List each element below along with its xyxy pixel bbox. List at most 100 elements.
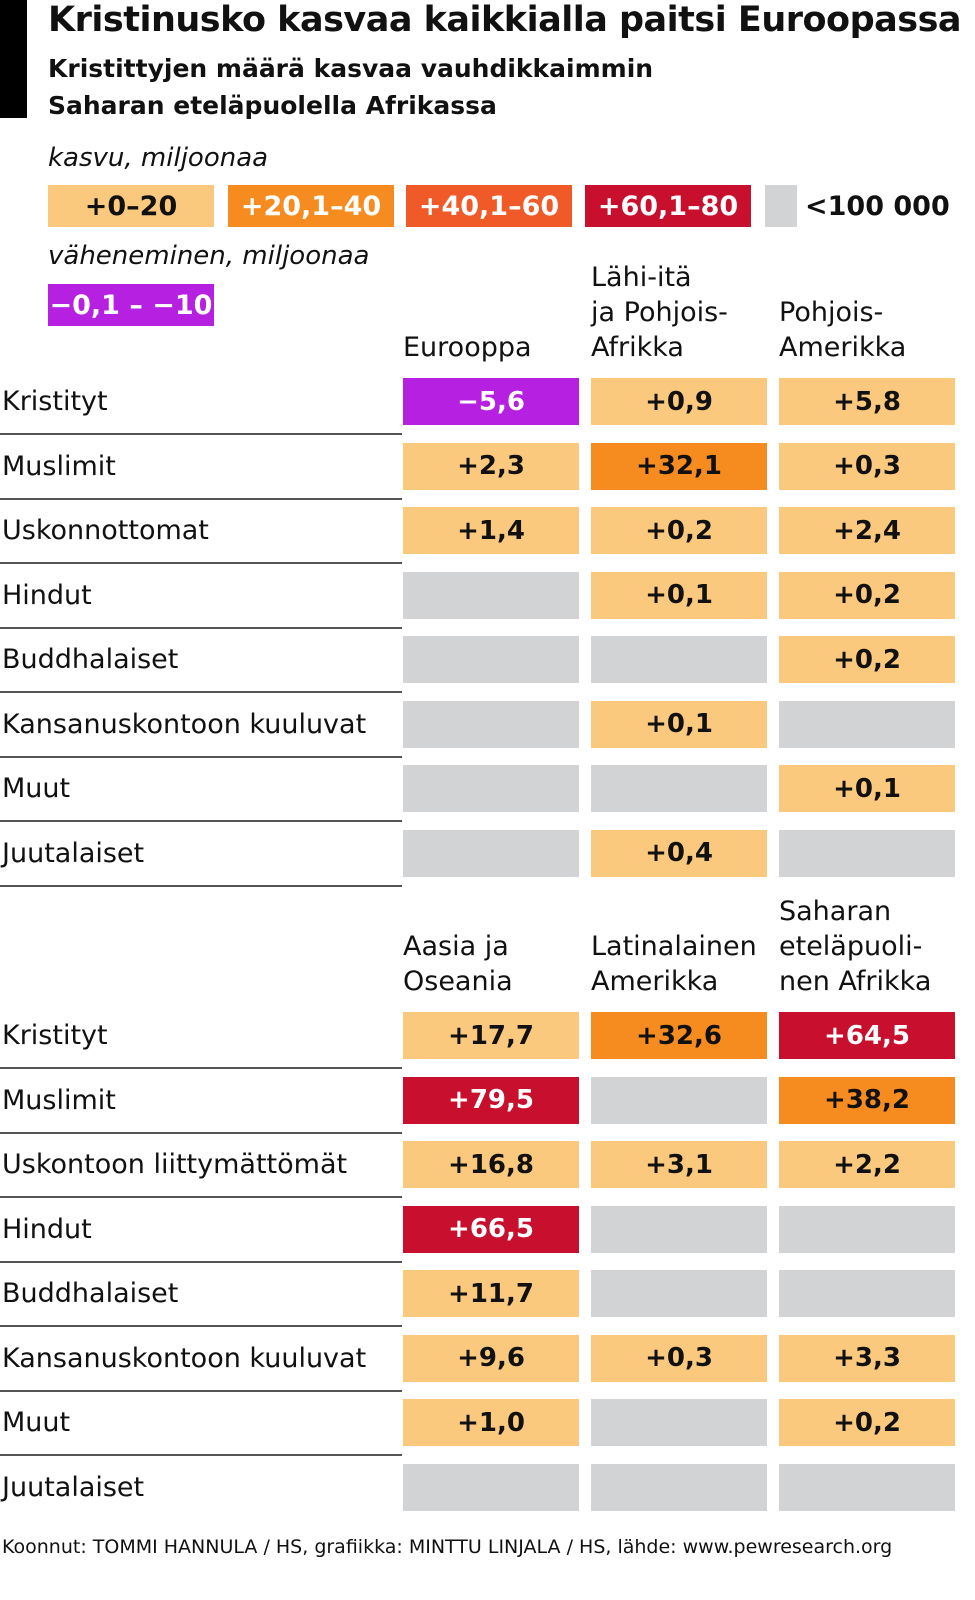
cell: +0,2 bbox=[779, 571, 955, 619]
column-header: Amerikka bbox=[591, 966, 719, 997]
cell bbox=[591, 1270, 767, 1317]
row-separator bbox=[0, 497, 402, 500]
column-header: ja Pohjois- bbox=[591, 297, 728, 328]
row-separator bbox=[0, 820, 402, 822]
column-header: Latinalainen bbox=[591, 931, 757, 962]
row-label: Uskonnottomat bbox=[2, 515, 209, 546]
cell bbox=[591, 1463, 767, 1511]
cell: +0,2 bbox=[779, 636, 955, 683]
cell: +1,0 bbox=[403, 1399, 579, 1446]
cell bbox=[591, 1399, 767, 1446]
legend-label: väheneminen, miljoonaa bbox=[48, 241, 370, 271]
row-separator bbox=[0, 755, 402, 758]
row-label: Kansanuskontoon kuuluvat bbox=[2, 1342, 367, 1374]
footer: Koonnut: TOMMI HANNULA / HS, grafiikka: … bbox=[2, 1536, 893, 1558]
row-label: Hindut bbox=[2, 1213, 92, 1245]
row-separator bbox=[0, 1196, 402, 1198]
row-label: Muut bbox=[2, 1407, 71, 1438]
row-separator bbox=[0, 626, 402, 629]
cell bbox=[403, 571, 579, 619]
cell bbox=[779, 1205, 955, 1253]
legend-label: <100 000 bbox=[805, 190, 950, 222]
cell: +0,3 bbox=[779, 442, 955, 490]
cell: +0,2 bbox=[779, 1399, 955, 1446]
cell: +0,1 bbox=[591, 571, 767, 619]
cell bbox=[403, 765, 579, 812]
cell: +9,6 bbox=[403, 1334, 579, 1382]
cell: +3,1 bbox=[591, 1141, 767, 1188]
legend-swatch: +20,1–40 bbox=[228, 185, 394, 227]
cell: +0,2 bbox=[591, 507, 767, 554]
cell bbox=[403, 829, 579, 877]
legend-label: kasvu, miljoonaa bbox=[48, 143, 269, 173]
cell: +0,9 bbox=[591, 378, 767, 425]
row-label: Uskontoon liittymättömät bbox=[2, 1149, 348, 1180]
cell bbox=[591, 1205, 767, 1253]
subtitle: Saharan eteläpuolella Afrikassa bbox=[48, 91, 497, 120]
column-header: Afrikka bbox=[591, 332, 684, 363]
cell bbox=[779, 700, 955, 748]
cell bbox=[779, 1270, 955, 1317]
legend-swatch bbox=[765, 185, 797, 227]
column-header: Aasia ja bbox=[403, 931, 509, 962]
cell: +17,7 bbox=[403, 1012, 579, 1059]
cell: +0,1 bbox=[779, 765, 955, 812]
accent-bar bbox=[0, 0, 27, 118]
row-separator bbox=[0, 691, 402, 693]
cell: +66,5 bbox=[403, 1205, 579, 1253]
row-separator bbox=[0, 1389, 402, 1392]
cell: +5,8 bbox=[779, 378, 955, 425]
cell: +1,4 bbox=[403, 507, 579, 554]
row-separator bbox=[0, 1067, 402, 1069]
column-header: Saharan bbox=[779, 896, 892, 927]
row-separator bbox=[0, 562, 402, 564]
cell: +2,4 bbox=[779, 507, 955, 554]
cell: +2,2 bbox=[779, 1141, 955, 1188]
column-header: eteläpuoli- bbox=[779, 931, 923, 962]
row-label: Kristityt bbox=[2, 386, 108, 417]
legend-swatch: +40,1–60 bbox=[406, 185, 572, 227]
cell: +32,6 bbox=[591, 1012, 767, 1059]
subtitle: Kristittyjen määrä kasvaa vauhdikkaimmin bbox=[48, 54, 654, 83]
row-label: Hindut bbox=[2, 579, 92, 611]
cell bbox=[403, 700, 579, 748]
row-label: Juutalaiset bbox=[2, 837, 145, 869]
row-label: Buddhalaiset bbox=[2, 1278, 179, 1309]
cell bbox=[779, 1463, 955, 1511]
cell: +0,3 bbox=[591, 1334, 767, 1382]
row-separator bbox=[0, 1260, 402, 1263]
row-label: Kansanuskontoon kuuluvat bbox=[2, 708, 367, 740]
row-label: Juutalaiset bbox=[2, 1471, 145, 1503]
row-separator bbox=[0, 1454, 402, 1456]
row-label: Buddhalaiset bbox=[2, 644, 179, 675]
column-header: Pohjois- bbox=[779, 297, 884, 328]
legend-swatch: +0–20 bbox=[48, 185, 214, 227]
row-label: Muslimit bbox=[2, 1084, 116, 1116]
cell: +0,4 bbox=[591, 829, 767, 877]
column-header: Lähi-itä bbox=[591, 262, 692, 293]
cell: +64,5 bbox=[779, 1012, 955, 1059]
column-header: Amerikka bbox=[779, 332, 907, 363]
cell bbox=[403, 1463, 579, 1511]
cell: +2,3 bbox=[403, 442, 579, 490]
row-separator bbox=[0, 433, 402, 435]
cell: +0,1 bbox=[591, 700, 767, 748]
cell: +3,3 bbox=[779, 1334, 955, 1382]
cell bbox=[591, 1076, 767, 1124]
cell: −5,6 bbox=[403, 378, 579, 425]
row-label: Kristityt bbox=[2, 1020, 108, 1051]
cell bbox=[591, 765, 767, 812]
cell: +16,8 bbox=[403, 1141, 579, 1188]
row-label: Muslimit bbox=[2, 450, 116, 482]
cell: +11,7 bbox=[403, 1270, 579, 1317]
cell bbox=[591, 636, 767, 683]
column-header: Eurooppa bbox=[403, 332, 532, 363]
column-header: nen Afrikka bbox=[779, 966, 932, 997]
legend-swatch: +60,1–80 bbox=[585, 185, 751, 227]
column-header: Oseania bbox=[403, 966, 513, 997]
row-label: Muut bbox=[2, 773, 71, 804]
title: Kristinusko kasvaa kaikkialla paitsi Eur… bbox=[48, 0, 962, 40]
legend-swatch: −0,1 – −10 bbox=[48, 284, 214, 326]
cell bbox=[403, 636, 579, 683]
